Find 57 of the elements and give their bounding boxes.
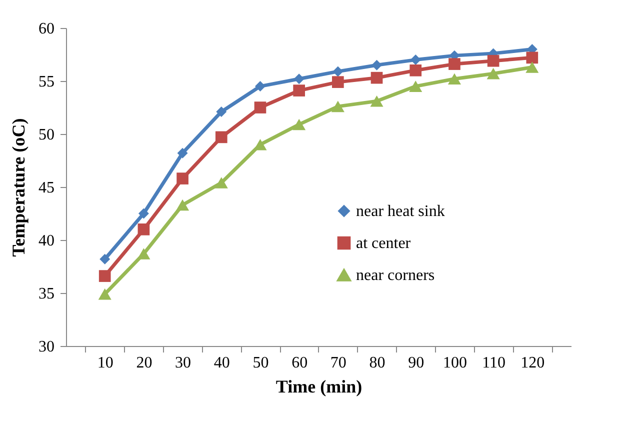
- point: [100, 254, 110, 264]
- y-tick-label: 55: [38, 74, 54, 90]
- x-tick-label: 20: [136, 354, 152, 372]
- x-axis-title: Time (min): [276, 376, 362, 396]
- x-tick-label: 30: [175, 354, 192, 372]
- point: [215, 131, 228, 144]
- y-tick-label: 60: [38, 20, 54, 38]
- point: [254, 81, 266, 92]
- point: [448, 58, 460, 70]
- x-tick-label: 80: [369, 354, 386, 372]
- y-tick-label: 30: [38, 338, 54, 356]
- point: [372, 60, 382, 70]
- point: [137, 248, 150, 260]
- point: [410, 54, 421, 66]
- point: [216, 106, 227, 117]
- point: [410, 64, 422, 76]
- x-tick-label: 50: [252, 354, 269, 372]
- point: [331, 100, 344, 112]
- point: [98, 288, 112, 300]
- y-tick-label: 50: [38, 126, 54, 144]
- point: [292, 118, 306, 130]
- x-tick-label: 70: [330, 354, 346, 372]
- point: [294, 74, 304, 84]
- point: [370, 72, 383, 84]
- point: [214, 177, 228, 188]
- point: [448, 73, 461, 85]
- point: [254, 138, 267, 150]
- point: [293, 84, 305, 96]
- legend-label: near heat sink: [356, 203, 445, 220]
- point: [138, 208, 149, 219]
- point: [177, 148, 188, 158]
- point: [526, 62, 539, 73]
- point: [526, 52, 538, 64]
- y-tick-label: 45: [38, 180, 54, 196]
- x-tick-label: 60: [292, 354, 308, 372]
- x-tick-label: 110: [482, 354, 506, 372]
- point: [487, 54, 500, 67]
- point: [332, 76, 344, 88]
- x-tick-label: 90: [408, 354, 424, 372]
- legend-label: at center: [356, 235, 412, 252]
- point: [176, 199, 190, 211]
- x-tick-label: 40: [214, 354, 230, 372]
- point: [138, 223, 150, 236]
- point: [409, 80, 422, 92]
- y-tick-label: 35: [38, 286, 54, 302]
- point: [486, 68, 500, 80]
- point: [98, 270, 111, 282]
- legend-label: near corners: [356, 267, 435, 284]
- x-tick-label: 100: [442, 354, 467, 372]
- point: [332, 66, 344, 77]
- point: [370, 95, 384, 107]
- y-tick-label: 40: [38, 232, 54, 250]
- point: [254, 102, 266, 114]
- y-axis-title: Temperature (oC): [8, 118, 28, 257]
- point: [176, 172, 188, 184]
- x-tick-label: 120: [520, 354, 545, 372]
- x-tick-label: 10: [97, 354, 114, 372]
